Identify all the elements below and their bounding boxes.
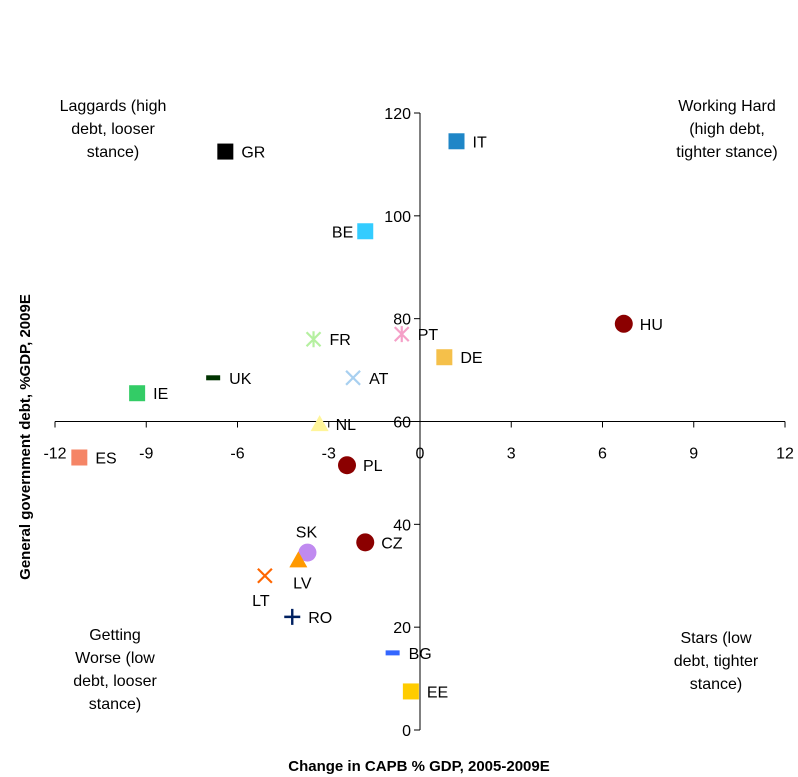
x-tick-label: -3 — [322, 446, 336, 463]
point-lv: LV — [289, 551, 312, 592]
point-label-uk: UK — [229, 371, 252, 388]
point-marker-lv — [289, 551, 308, 568]
point-marker-nl — [310, 415, 329, 432]
point-marker-uk — [206, 375, 221, 381]
point-marker-ee — [402, 683, 419, 700]
quadrant-label-getting-worse: Getting Worse (low debt, looser stance) — [73, 627, 157, 713]
point-marker-be — [357, 223, 374, 240]
point-marker-pl — [338, 456, 356, 475]
point-label-ee: EE — [427, 684, 448, 701]
point-marker-ie — [129, 385, 146, 402]
x-tick-label: 9 — [689, 446, 698, 463]
point-label-pl: PL — [363, 458, 383, 475]
point-marker-cz — [356, 533, 375, 552]
point-label-ro: RO — [308, 610, 332, 627]
point-sk: SK — [296, 525, 318, 562]
point-label-nl: NL — [336, 417, 357, 434]
axes: 0 20 40 60 80 100 120 -12 -9 -6 -3 0 3 6 9 12 — [43, 106, 794, 740]
point-label-gr: GR — [241, 145, 265, 162]
point-label-de: DE — [460, 350, 482, 367]
point-ee: EE — [402, 683, 448, 701]
quadrant-label-working-hard: Working Hard (high debt, tighter stance) — [676, 98, 777, 161]
point-marker-bg — [385, 650, 400, 656]
point-nl: NL — [310, 415, 357, 434]
point-marker-de — [436, 349, 453, 366]
data-points: GR IT BE HU PT FR DE UK AT IE NL ES PL SK CZ LV LT RO BG EE — [71, 133, 663, 701]
quadrant-label-laggards: Laggards (high debt, looser stance) — [60, 98, 167, 161]
point-marker-gr — [217, 143, 234, 160]
point-marker-lt — [257, 567, 273, 584]
point-label-be: BE — [332, 224, 353, 241]
point-be: BE — [332, 223, 374, 241]
point-label-ie: IE — [153, 386, 168, 403]
y-tick-label: 100 — [384, 209, 411, 226]
y-tick-label: 40 — [393, 517, 411, 534]
point-at: AT — [345, 370, 389, 388]
point-es: ES — [71, 449, 117, 467]
point-label-it: IT — [473, 134, 487, 151]
point-marker-fr — [305, 331, 322, 348]
x-tick-label: 6 — [598, 446, 607, 463]
y-tick-label: 60 — [393, 415, 411, 432]
point-label-at: AT — [369, 371, 388, 388]
x-axis-title: Change in CAPB % GDP, 2005-2009E — [288, 758, 550, 775]
y-tick-label: 80 — [393, 312, 411, 329]
point-fr: FR — [305, 331, 351, 349]
y-axis-title: General government debt, %GDP, 2009E — [17, 294, 34, 580]
point-label-bg: BG — [409, 646, 432, 663]
x-tick-label: -6 — [230, 446, 244, 463]
point-marker-ro — [284, 608, 301, 625]
point-label-cz: CZ — [381, 535, 403, 552]
point-label-pt: PT — [418, 327, 439, 344]
x-tick-label: -12 — [43, 446, 66, 463]
point-label-lt: LT — [252, 593, 270, 610]
x-tick-label: 12 — [776, 446, 794, 463]
point-ie: IE — [129, 385, 168, 403]
point-marker-it — [448, 133, 465, 150]
point-label-es: ES — [95, 450, 116, 467]
point-lt: LT — [252, 567, 273, 610]
point-hu: HU — [614, 314, 663, 334]
point-de: DE — [436, 349, 483, 367]
point-pl: PL — [338, 456, 383, 475]
point-uk: UK — [206, 371, 252, 388]
point-bg: BG — [385, 646, 432, 663]
point-label-fr: FR — [330, 332, 351, 349]
point-gr: GR — [217, 143, 265, 162]
point-it: IT — [448, 133, 487, 151]
point-marker-sk — [298, 543, 317, 562]
point-marker-pt — [393, 326, 410, 343]
point-pt: PT — [393, 326, 439, 344]
quadrant-labels: Laggards (high debt, looser stance) Working… — [60, 98, 778, 713]
point-label-lv: LV — [293, 575, 312, 592]
point-marker-at — [345, 370, 361, 386]
x-tick-label: -9 — [139, 446, 153, 463]
point-marker-es — [71, 449, 88, 466]
point-label-sk: SK — [296, 525, 318, 542]
x-tick-label: 3 — [507, 446, 516, 463]
point-ro: RO — [284, 608, 332, 627]
x-tick-label: 0 — [416, 446, 425, 463]
y-tick-label: 0 — [402, 723, 411, 740]
y-tick-label: 20 — [393, 620, 411, 637]
quadrant-label-stars: Stars (low debt, tighter stance) — [674, 630, 759, 693]
point-cz: CZ — [356, 533, 403, 552]
y-tick-label: 120 — [384, 106, 411, 123]
point-label-hu: HU — [640, 317, 663, 334]
point-marker-hu — [614, 314, 633, 333]
